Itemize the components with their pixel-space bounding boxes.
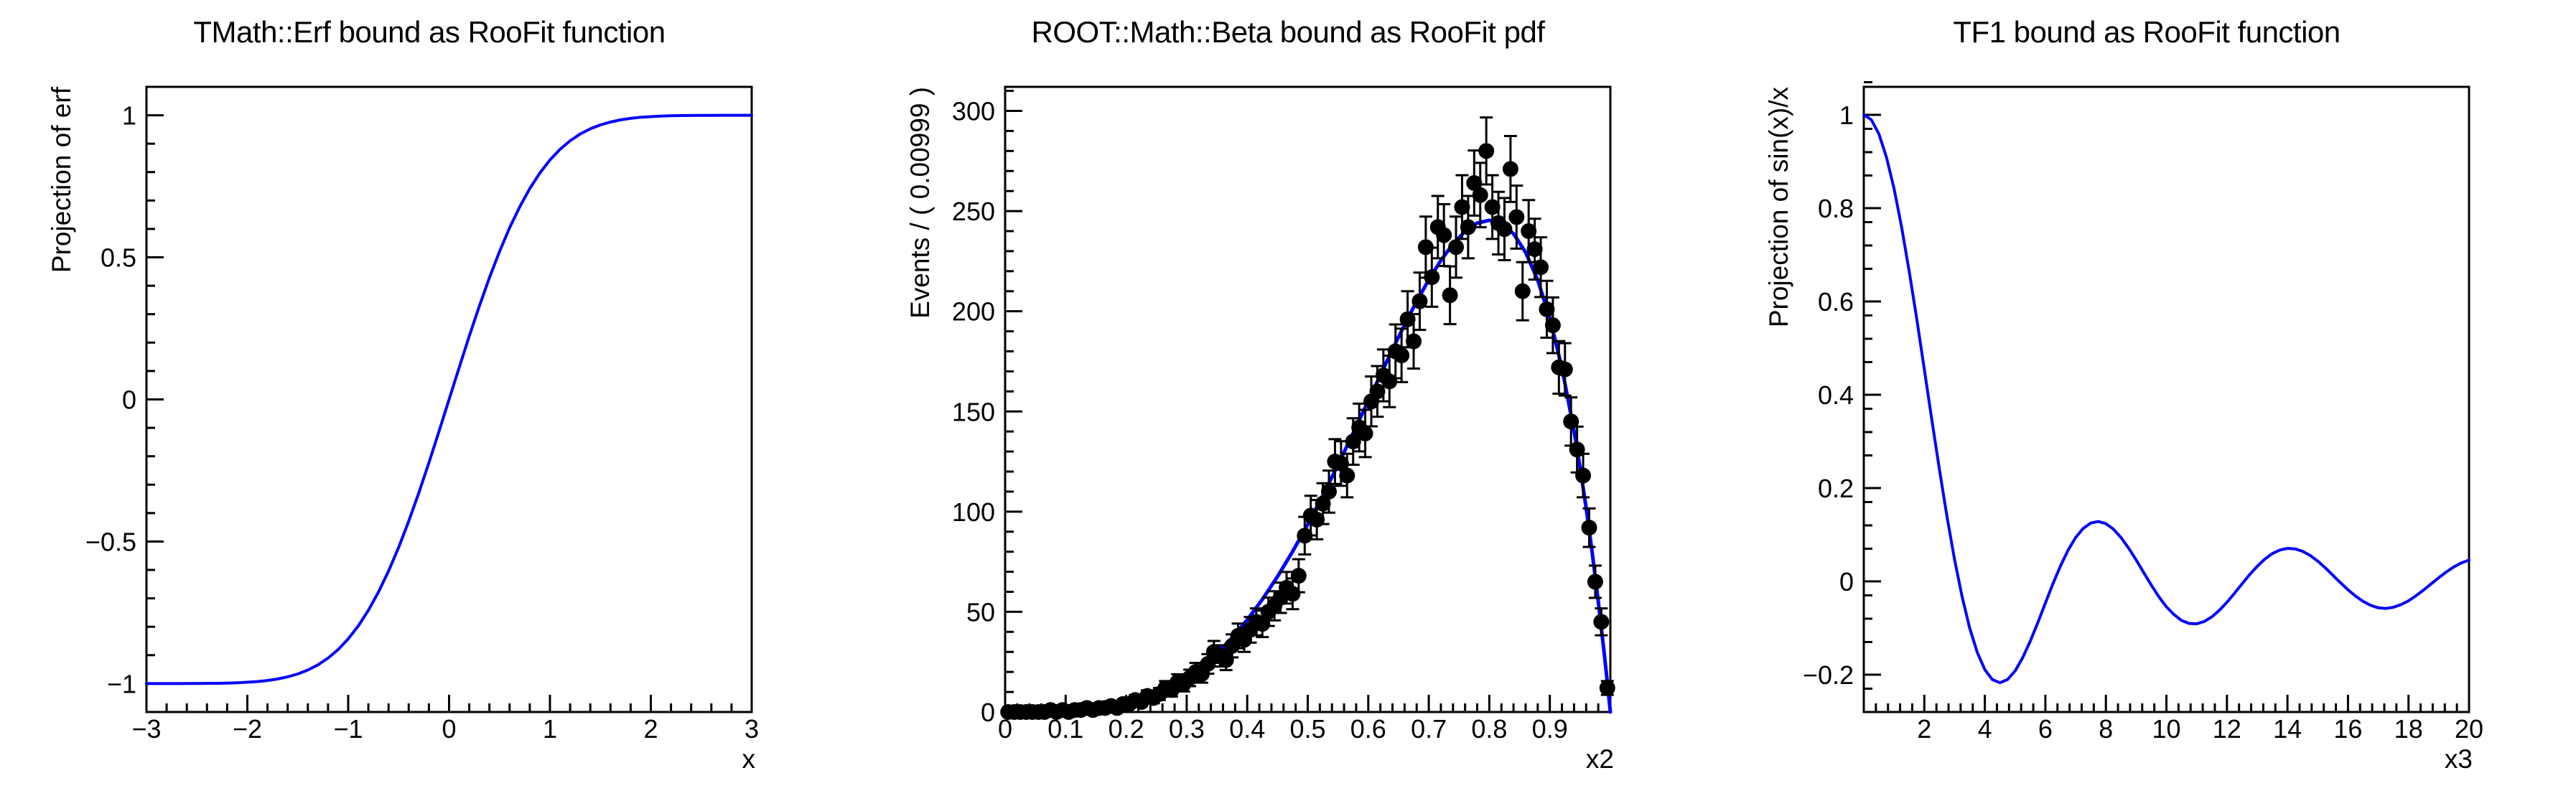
svg-text:0: 0: [1839, 567, 1854, 596]
svg-text:0.5: 0.5: [101, 243, 136, 273]
pad-erf: TMath::Erf bound as RooFit function Proj…: [0, 0, 859, 801]
svg-text:−0.2: −0.2: [1803, 660, 1854, 690]
svg-text:−0.5: −0.5: [85, 527, 136, 556]
svg-text:6: 6: [2038, 714, 2053, 744]
svg-text:0.7: 0.7: [1411, 714, 1447, 744]
svg-text:0: 0: [442, 714, 456, 744]
pad-erf-x-axis-title: x: [742, 744, 756, 774]
svg-text:0: 0: [998, 714, 1012, 744]
svg-text:−1: −1: [107, 669, 136, 698]
svg-text:0.5: 0.5: [1289, 714, 1325, 744]
svg-text:0.8: 0.8: [1471, 714, 1507, 744]
svg-text:0.2: 0.2: [1109, 714, 1144, 744]
svg-text:0: 0: [122, 385, 136, 415]
svg-text:−1: −1: [333, 714, 363, 744]
svg-text:0.8: 0.8: [1818, 194, 1854, 223]
pad-erf-title: TMath::Erf bound as RooFit function: [193, 15, 666, 49]
svg-text:0.4: 0.4: [1229, 714, 1265, 744]
svg-text:0.2: 0.2: [1818, 474, 1854, 503]
svg-text:0: 0: [981, 698, 995, 727]
svg-text:0.3: 0.3: [1169, 714, 1205, 744]
svg-text:250: 250: [952, 197, 995, 226]
pad-beta: ROOT::Math::Beta bound as RooFit pdf Eve…: [859, 0, 1717, 801]
svg-text:4: 4: [1978, 714, 1992, 744]
svg-text:300: 300: [952, 97, 995, 126]
pad-sinc-title: TF1 bound as RooFit function: [1953, 15, 2341, 49]
svg-text:16: 16: [2333, 714, 2362, 744]
svg-text:0.9: 0.9: [1532, 714, 1568, 744]
svg-text:0.6: 0.6: [1350, 714, 1386, 744]
svg-text:3: 3: [745, 714, 759, 744]
svg-text:50: 50: [966, 597, 995, 627]
svg-text:20: 20: [2455, 714, 2483, 744]
svg-text:0.6: 0.6: [1818, 287, 1854, 317]
erf-plot-area: −3 −2 −1 0 1 2 3 −1 −0.5 0 0.5 1: [85, 85, 759, 744]
pad-beta-x-axis-title: x2: [1585, 744, 1614, 774]
pad-beta-title: ROOT::Math::Beta bound as RooFit pdf: [1031, 15, 1545, 49]
svg-text:1: 1: [1839, 100, 1854, 130]
svg-text:8: 8: [2099, 714, 2113, 744]
svg-text:1: 1: [122, 101, 136, 131]
beta-plot-area: 0 0.1 0.2 0.3 0.4 0.5 0.6 0.7 0.8 0.9050100150200…: [952, 85, 1615, 744]
svg-text:2: 2: [643, 714, 658, 744]
svg-text:−2: −2: [233, 714, 262, 744]
svg-text:150: 150: [952, 397, 995, 426]
svg-text:18: 18: [2394, 714, 2423, 744]
pad-sinc-x-axis-title: x3: [2444, 744, 2473, 774]
svg-text:100: 100: [952, 497, 995, 527]
svg-text:−3: −3: [131, 714, 161, 744]
svg-text:10: 10: [2152, 714, 2180, 744]
svg-text:0.4: 0.4: [1818, 380, 1854, 410]
pad-sinc: TF1 bound as RooFit function Projection …: [1717, 0, 2576, 801]
svg-text:14: 14: [2273, 714, 2302, 744]
svg-text:12: 12: [2213, 714, 2241, 744]
svg-text:2: 2: [1917, 714, 1931, 744]
svg-text:200: 200: [952, 297, 995, 327]
sinc-plot-area: 2 4 6 8 10 12 14 16 18 20 −0.2 0 0.2 0.4 0.6 0.8 1: [1803, 81, 2483, 744]
svg-text:1: 1: [543, 714, 557, 744]
